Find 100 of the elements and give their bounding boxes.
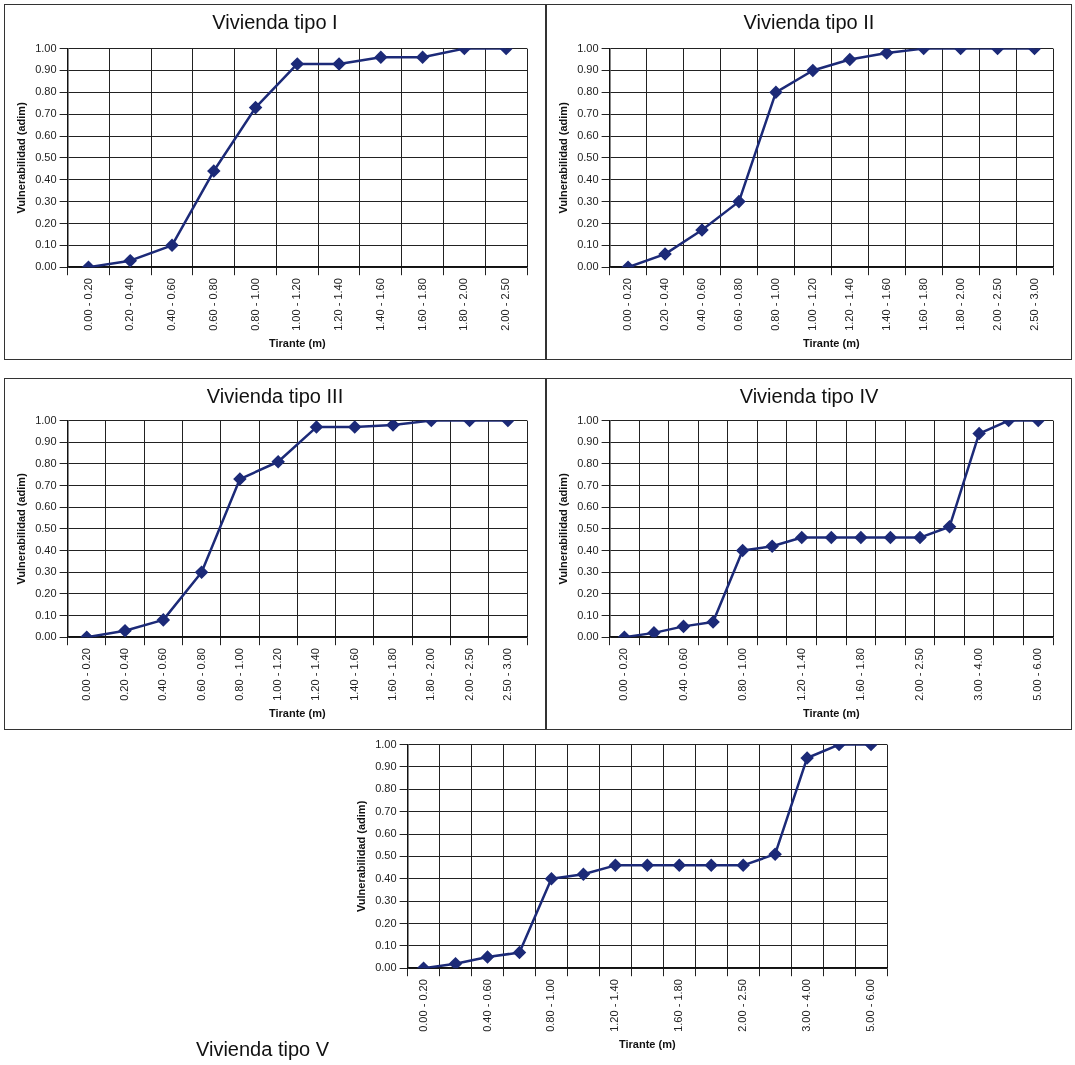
y-tick-label: 0.10	[35, 238, 57, 251]
point	[880, 48, 893, 60]
y-tick-label: 0.10	[375, 938, 397, 951]
y-axis-title: Vulnerabilidad (adim)	[556, 472, 569, 585]
chart-title: Vivienda tipo I	[211, 11, 339, 34]
point	[736, 544, 749, 557]
point	[854, 531, 868, 544]
x-tick-label: 0.40 - 0.60	[480, 979, 493, 1032]
x-tick-label: 1.60 - 1.80	[386, 648, 399, 701]
point	[704, 859, 718, 872]
point	[449, 957, 462, 969]
x-tick-label: 2.50 - 3.00	[1027, 278, 1040, 331]
x-tick-label: 1.20 - 1.40	[309, 648, 322, 701]
y-tick-label: 0.40	[35, 543, 57, 556]
y-axis-title: Vulnerabilidad (adim)	[354, 800, 367, 913]
y-tick-label: 1.00	[35, 41, 57, 54]
y-tick-label: 0.80	[375, 782, 397, 795]
x-tick-label: 0.00 - 0.20	[79, 648, 92, 701]
x-tick-label: 0.20 - 0.40	[118, 648, 131, 701]
point	[673, 859, 686, 872]
chart-title: Vivienda tipo IV	[738, 385, 880, 408]
y-tick-label: 0.80	[35, 456, 57, 469]
y-tick-label: 0.10	[577, 608, 599, 621]
y-axis-title: Vulnerabilidad (adim)	[14, 101, 27, 214]
point	[207, 164, 221, 178]
y-tick-label: 0.70	[35, 478, 57, 491]
y-tick-label: 0.80	[577, 85, 599, 98]
x-tick-label: 0.40 - 0.60	[156, 648, 169, 701]
y-tick-label: 0.20	[375, 916, 397, 929]
x-tick-label: 2.00 - 2.50	[913, 648, 926, 701]
point	[913, 531, 927, 544]
y-tick-label: 0.50	[375, 849, 397, 862]
y-tick-label: 0.00	[577, 260, 599, 273]
x-tick-label: 1.60 - 1.80	[672, 979, 685, 1032]
y-tick-label: 0.30	[35, 565, 57, 578]
point	[943, 520, 956, 533]
x-tick-label: 0.00 - 0.20	[617, 648, 630, 701]
y-tick-label: 0.00	[375, 961, 397, 974]
point	[374, 51, 388, 64]
x-tick-label: 1.20 - 1.40	[842, 278, 855, 331]
point	[348, 420, 361, 434]
x-tick-label: 2.50 - 3.00	[500, 648, 513, 701]
y-tick-label: 0.40	[577, 172, 599, 185]
point	[165, 239, 179, 252]
y-tick-label: 0.90	[35, 435, 57, 448]
text: Vivienda tipo V	[196, 1038, 330, 1061]
x-tick-label: 0.60 - 0.80	[194, 648, 207, 701]
x-tick-label: 1.20 - 1.40	[794, 648, 807, 701]
point	[768, 847, 782, 861]
y-tick-label: 0.60	[35, 500, 57, 513]
x-axis-title: Tirante (m)	[618, 1038, 676, 1051]
x-axis-title: Tirante (m)	[268, 707, 326, 720]
x-tick-label: 2.00 - 2.50	[990, 278, 1003, 331]
point	[825, 531, 838, 544]
y-tick-label: 0.20	[35, 586, 57, 599]
y-tick-label: 0.00	[577, 630, 599, 643]
y-axis-title: Vulnerabilidad (adim)	[556, 101, 569, 214]
y-axis-title: Vulnerabilidad (adim)	[14, 472, 27, 585]
x-tick-label: 0.20 - 0.40	[658, 278, 671, 331]
point	[310, 420, 323, 434]
point	[795, 531, 808, 544]
y-tick-label: 0.30	[577, 194, 599, 207]
point	[806, 64, 820, 77]
y-tick-label: 0.20	[577, 586, 599, 599]
y-tick-label: 0.10	[35, 608, 57, 621]
x-tick-label: 1.20 - 1.40	[608, 979, 621, 1032]
y-tick-label: 0.20	[35, 216, 57, 229]
y-tick-label: 1.00	[577, 41, 599, 54]
y-tick-label: 0.60	[35, 129, 57, 142]
y-tick-label: 0.50	[577, 521, 599, 534]
chart-title: Vivienda tipo III	[205, 385, 345, 408]
y-tick-label: 0.70	[577, 107, 599, 120]
x-tick-label: 0.40 - 0.60	[676, 648, 689, 701]
x-tick-label: 0.00 - 0.20	[621, 278, 634, 331]
x-tick-label: 1.40 - 1.60	[347, 648, 360, 701]
point	[641, 859, 654, 872]
point	[332, 57, 346, 71]
x-tick-label: 0.80 - 1.00	[544, 979, 557, 1032]
y-tick-label: 0.70	[35, 107, 57, 120]
x-tick-label: 0.80 - 1.00	[735, 648, 748, 701]
x-axis-title: Tirante (m)	[268, 337, 326, 350]
x-tick-label: 1.80 - 2.00	[953, 278, 966, 331]
x-tick-label: 1.00 - 1.20	[271, 648, 284, 701]
y-tick-label: 0.30	[35, 194, 57, 207]
point	[647, 626, 661, 638]
x-tick-label: 2.00 - 2.50	[462, 648, 475, 701]
point	[843, 53, 857, 66]
y-tick-label: 0.00	[35, 630, 57, 643]
y-tick-label: 0.80	[35, 85, 57, 98]
x-tick-label: 0.00 - 0.20	[416, 979, 429, 1032]
y-tick-label: 0.60	[577, 500, 599, 513]
y-tick-label: 0.90	[375, 759, 397, 772]
y-tick-label: 0.40	[375, 871, 397, 884]
x-tick-label: 1.00 - 1.20	[805, 278, 818, 331]
x-tick-label: 1.80 - 2.00	[424, 648, 437, 701]
x-tick-label: 1.60 - 1.80	[853, 648, 866, 701]
x-tick-label: 1.60 - 1.80	[415, 278, 428, 331]
y-tick-label: 0.20	[577, 216, 599, 229]
x-tick-label: 1.60 - 1.80	[916, 278, 929, 331]
point	[677, 620, 690, 633]
